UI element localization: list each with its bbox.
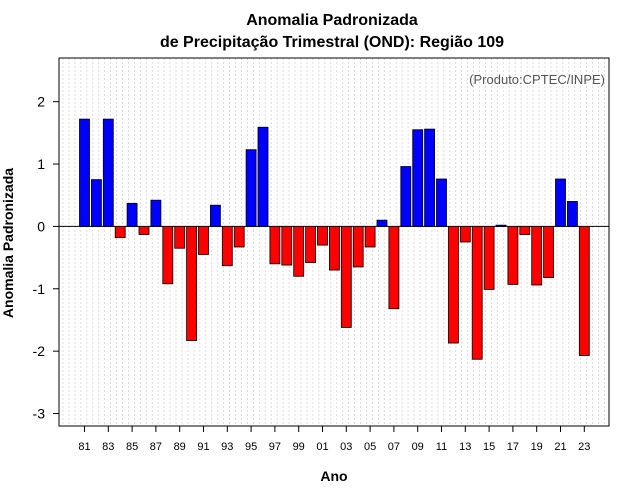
bar-97 (269, 226, 281, 265)
y-axis: -3 -2 -1 0 1 2 (33, 94, 59, 422)
bar-12 (447, 226, 459, 344)
x-tick-label: 81 (78, 441, 90, 453)
bar-99 (293, 226, 305, 277)
bar-11 (436, 178, 447, 227)
bar-02 (328, 226, 340, 271)
bar-15 (483, 226, 495, 290)
y-tick-label: -1 (33, 281, 46, 297)
y-tick-label: -3 (33, 406, 46, 422)
x-axis-title: Ano (320, 468, 347, 484)
bar-18 (519, 226, 531, 235)
x-tick-label: 95 (245, 441, 257, 453)
x-axis: 81 83 85 87 89 91 93 95 97 99 01 03 05 07 09 11 13 15 17 19… (78, 426, 590, 453)
bar-03 (340, 226, 352, 328)
x-tick-label: 19 (531, 441, 543, 453)
x-tick-label: 97 (269, 441, 281, 453)
bar-21 (555, 178, 566, 227)
x-tick-label: 87 (150, 441, 162, 453)
bar-83 (102, 118, 114, 227)
bar-89 (174, 226, 186, 249)
y-tick-label: 2 (37, 94, 45, 110)
bar-90 (186, 226, 198, 341)
x-tick-label: 93 (221, 441, 233, 453)
bar-98 (281, 226, 293, 266)
bar-22 (567, 201, 578, 227)
bar-05 (364, 226, 376, 248)
bar-14 (471, 226, 483, 360)
credit-text: (Produto:CPTEC/INPE) (469, 72, 605, 87)
chart-title: Anomalia Padronizada (246, 12, 418, 29)
x-tick-label: 15 (483, 441, 495, 453)
bar-81 (79, 118, 90, 227)
bars (79, 118, 590, 360)
x-tick-label: 89 (174, 441, 186, 453)
bar-88 (162, 226, 174, 285)
bar-82 (91, 179, 102, 227)
x-tick-label: 21 (554, 441, 566, 453)
plot-frame (58, 57, 610, 427)
bar-09 (412, 129, 424, 227)
bar-94 (233, 226, 245, 248)
bar-06 (376, 219, 388, 227)
x-tick-label: 01 (316, 441, 328, 453)
bar-96 (257, 126, 269, 227)
x-tick-label: 13 (459, 441, 471, 453)
y-tick-label: 1 (37, 156, 45, 172)
x-tick-label: 09 (412, 441, 424, 453)
bar-93 (221, 226, 233, 267)
bar-08 (400, 166, 412, 227)
x-tick-label: 91 (197, 441, 209, 453)
x-tick-label: 83 (102, 441, 114, 453)
bar-13 (459, 226, 471, 243)
y-tick-label: 0 (37, 218, 45, 234)
bar-04 (352, 226, 364, 268)
x-tick-label: 23 (578, 441, 590, 453)
bar-20 (543, 226, 554, 278)
bar-01 (317, 226, 328, 246)
bar-85 (126, 202, 138, 227)
x-tick-label: 85 (126, 441, 138, 453)
bar-23 (578, 226, 590, 356)
bar-95 (245, 149, 257, 227)
x-tick-label: 17 (507, 441, 519, 453)
bar-87 (150, 199, 162, 227)
bar-17 (507, 226, 519, 285)
chart-subtitle: de Precipitação Trimestral (OND): Região… (160, 34, 504, 51)
bar-91 (198, 226, 209, 255)
bar-84 (114, 226, 126, 239)
y-axis-title: Anomalia Padronizada (0, 168, 16, 318)
x-tick-label: 99 (293, 441, 305, 453)
bar-19 (531, 226, 543, 286)
y-tick-label: -2 (33, 343, 46, 359)
bar-86 (138, 226, 150, 235)
bar-00 (305, 226, 317, 263)
x-tick-label: 05 (364, 441, 376, 453)
x-tick-label: 03 (340, 441, 352, 453)
bar-92 (209, 204, 221, 227)
bar-10 (424, 128, 436, 227)
x-tick-label: 11 (436, 441, 447, 453)
x-tick-label: 07 (388, 441, 400, 453)
bar-07 (388, 226, 400, 310)
